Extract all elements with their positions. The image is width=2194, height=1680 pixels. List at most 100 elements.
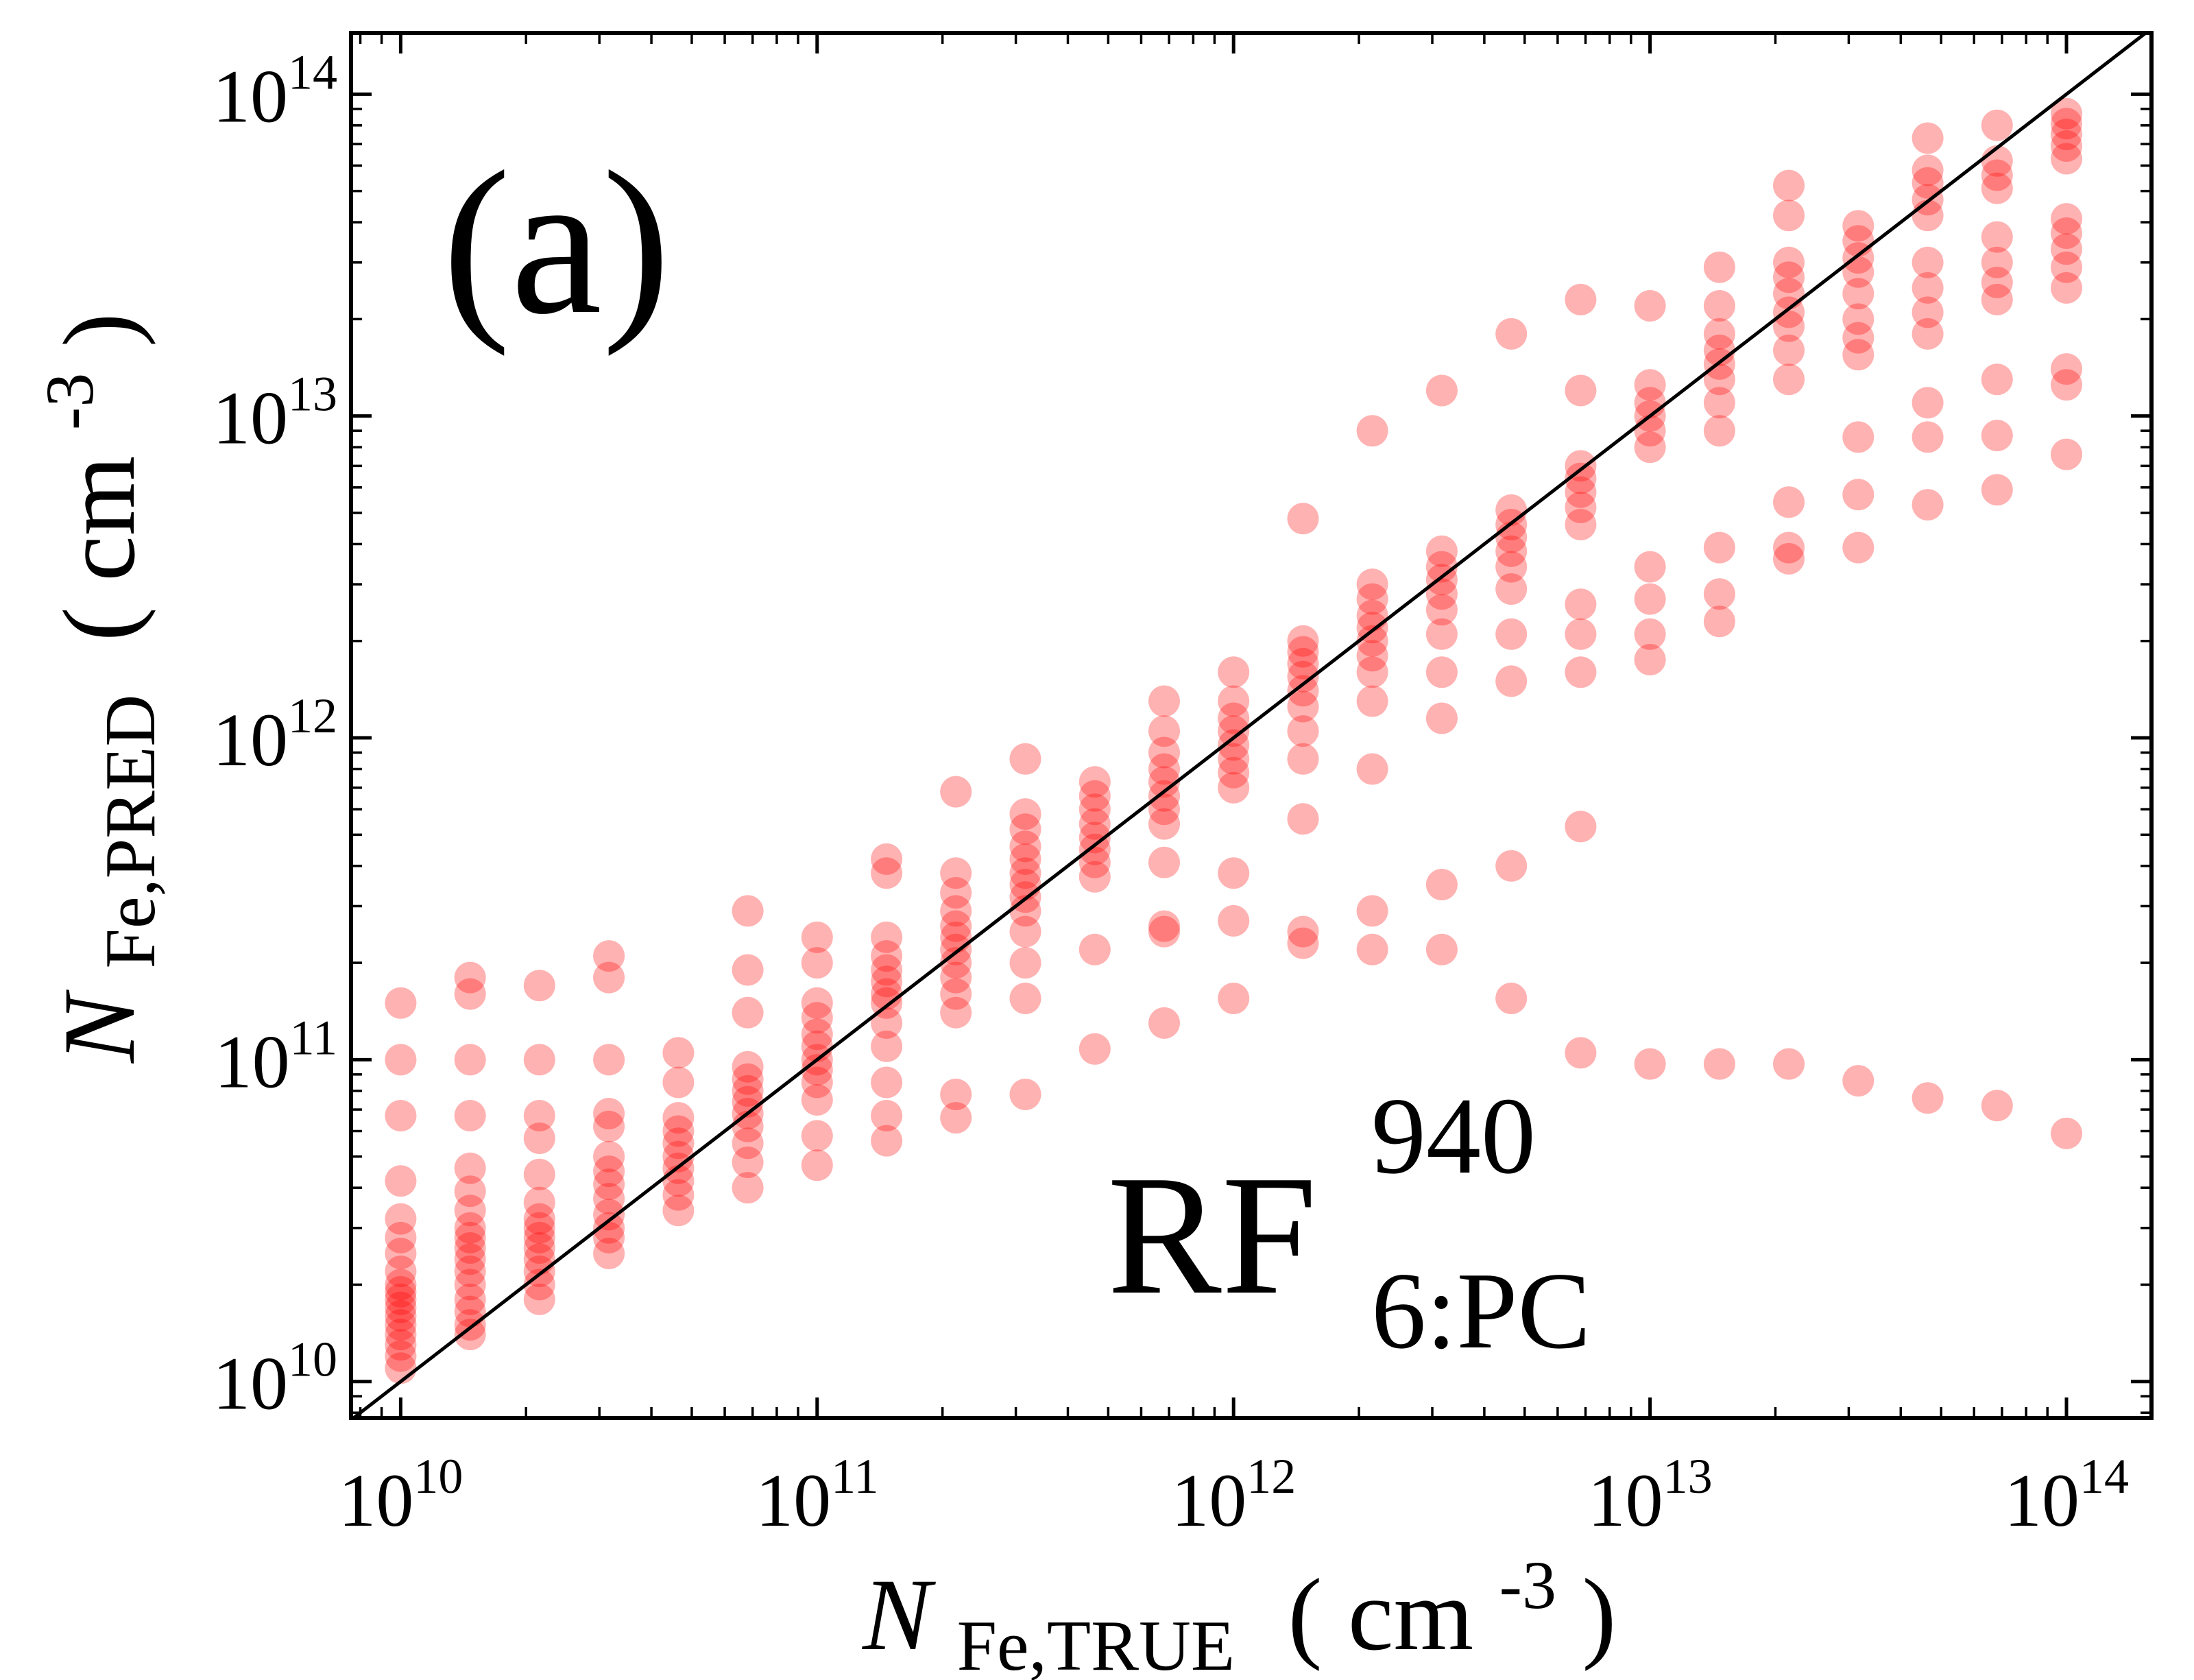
y-tick-label-exponent: 11 — [290, 1010, 337, 1065]
y-tick-label-base: 10 — [213, 376, 288, 460]
data-point — [1218, 771, 1250, 804]
data-point — [1565, 656, 1597, 688]
data-point — [1287, 715, 1319, 747]
data-point — [871, 1066, 903, 1099]
data-point — [940, 857, 972, 889]
data-point — [454, 1212, 486, 1244]
data-point — [1981, 420, 2013, 452]
data-point — [1078, 766, 1111, 798]
data-point — [1981, 159, 2013, 191]
data-point — [1148, 766, 1180, 798]
data-point — [593, 1199, 625, 1231]
y-axis-label: N Fe,PRED ( cm -3 ) — [1, 313, 177, 1064]
data-point — [385, 1203, 417, 1235]
data-point — [1287, 927, 1319, 959]
data-point — [1981, 1090, 2013, 1122]
data-point — [1078, 861, 1111, 893]
data-point — [1148, 1007, 1180, 1039]
y-tick-label: 1012 — [213, 688, 337, 782]
data-point — [1425, 869, 1458, 900]
data-point — [1634, 1048, 1666, 1080]
data-point — [1565, 492, 1597, 523]
data-point — [1356, 685, 1388, 717]
data-point — [732, 996, 764, 1029]
data-point — [1565, 509, 1597, 540]
data-point — [454, 978, 486, 1010]
data-point — [2051, 119, 2082, 150]
data-point — [1842, 278, 1874, 310]
data-point — [454, 1100, 486, 1131]
data-point — [1773, 246, 1805, 278]
data-point — [1009, 983, 1041, 1014]
data-point — [523, 970, 555, 1002]
data-point — [1981, 474, 2013, 506]
data-point — [523, 1100, 555, 1131]
data-point — [1078, 808, 1111, 840]
data-point — [1078, 1033, 1111, 1065]
data-point — [1425, 656, 1458, 688]
data-point — [523, 1203, 555, 1235]
data-point — [1981, 363, 2013, 396]
data-point — [1218, 656, 1250, 688]
data-point — [1565, 476, 1597, 508]
data-point — [523, 1212, 555, 1244]
data-point — [1218, 743, 1250, 775]
data-point — [1078, 833, 1111, 865]
y-axis-label-group: N Fe,PRED ( cm -3 ) — [1, 313, 177, 1064]
data-point — [1218, 702, 1250, 734]
data-point — [1425, 594, 1458, 626]
data-point — [1218, 729, 1250, 761]
data-point — [1287, 647, 1319, 680]
data-point — [385, 1221, 417, 1253]
data-point — [1773, 542, 1805, 575]
data-point — [871, 965, 903, 998]
data-point — [1565, 462, 1597, 494]
data-point — [1078, 780, 1111, 812]
y-tick-label: 1013 — [213, 367, 337, 460]
data-point — [1356, 625, 1388, 657]
data-point — [1287, 691, 1319, 723]
panel-label: (a) — [442, 129, 671, 357]
data-point — [801, 1018, 833, 1051]
data-point — [871, 940, 903, 972]
data-point — [732, 1172, 764, 1204]
data-point — [385, 1291, 417, 1323]
data-point — [385, 1329, 417, 1361]
data-point — [1773, 200, 1805, 232]
data-point — [1634, 431, 1666, 464]
data-point — [454, 1243, 486, 1275]
data-point — [385, 1165, 417, 1197]
data-point — [593, 1098, 625, 1129]
data-point — [1842, 322, 1874, 354]
data-point — [1218, 756, 1250, 789]
x-tick-label: 1011 — [756, 1449, 878, 1542]
data-point — [385, 987, 417, 1019]
data-point — [454, 1044, 486, 1076]
data-point — [454, 1221, 486, 1253]
data-point — [454, 1152, 486, 1184]
data-point — [1703, 387, 1735, 419]
data-point — [1981, 172, 2013, 204]
data-point — [593, 1221, 625, 1253]
y-tick-label-base: 10 — [213, 698, 288, 782]
data-point — [454, 1319, 486, 1351]
y-tick-label: 1014 — [213, 45, 337, 138]
data-point — [1078, 933, 1111, 965]
data-point — [1703, 317, 1735, 350]
data-points — [385, 97, 2082, 1384]
x-tick-label-base: 10 — [1588, 1459, 1663, 1542]
data-point — [1912, 167, 1944, 199]
data-point — [1842, 303, 1874, 335]
data-point — [593, 961, 625, 994]
data-point — [2051, 369, 2082, 401]
x-tick-label-base: 10 — [1171, 1459, 1246, 1542]
data-point — [1773, 261, 1805, 293]
data-point — [2051, 203, 2082, 235]
x-tick-label-base: 10 — [2004, 1459, 2080, 1542]
data-point — [1148, 685, 1180, 717]
data-point — [1912, 317, 1944, 350]
data-point — [593, 1212, 625, 1244]
data-point — [1218, 983, 1250, 1014]
data-point — [871, 954, 903, 986]
